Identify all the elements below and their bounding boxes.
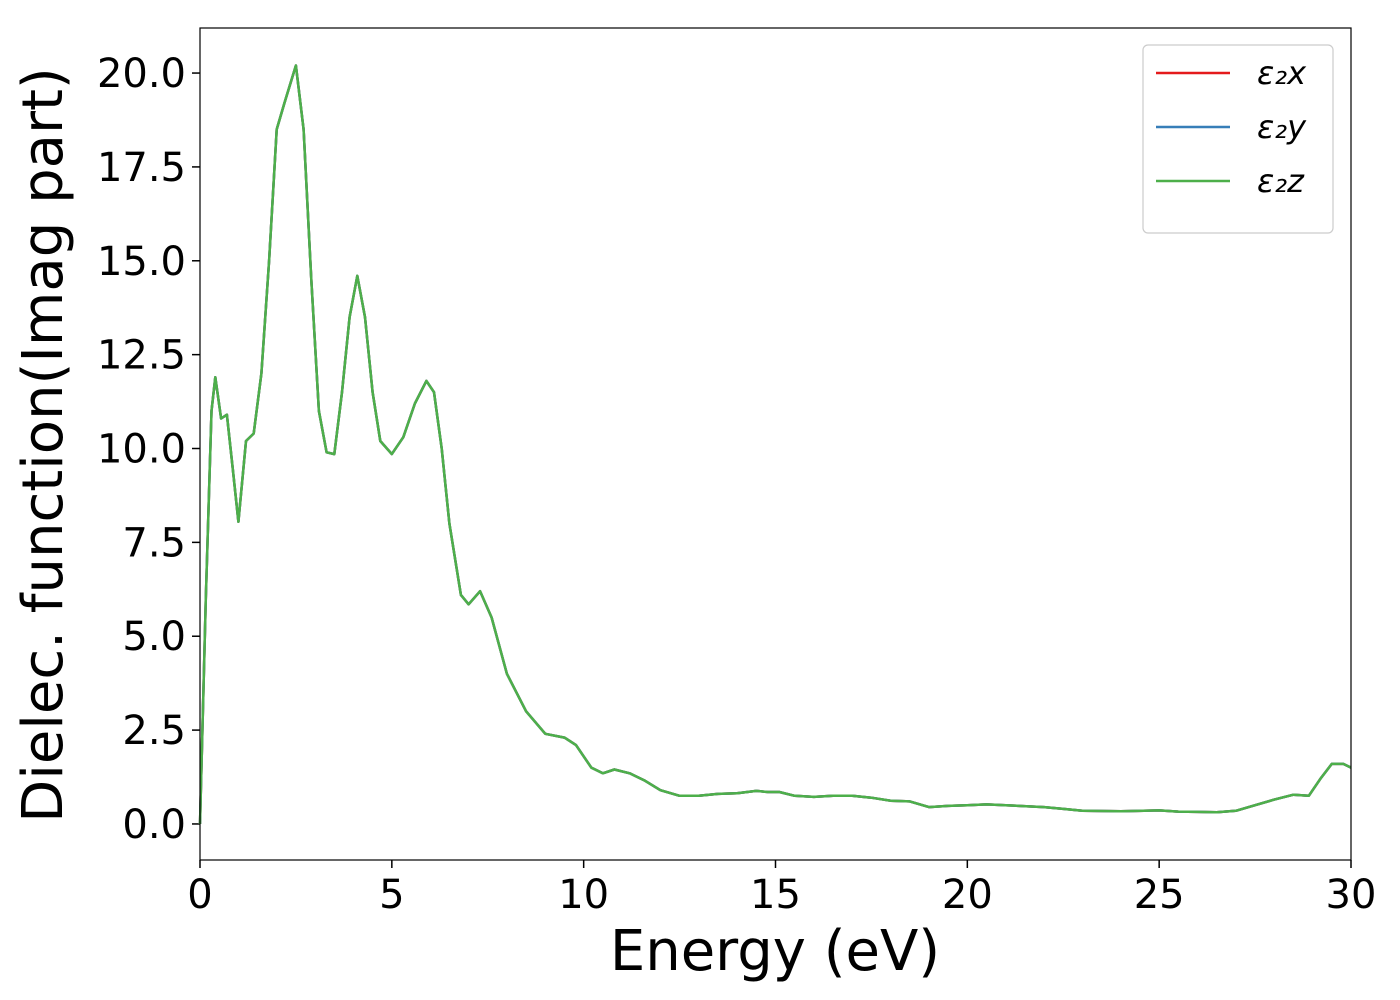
x-tick-label: 20	[942, 872, 993, 918]
y-tick-label: 2.5	[122, 708, 186, 754]
y-tick-label: 20.0	[97, 51, 186, 97]
x-axis-label: Energy (eV)	[610, 919, 940, 984]
x-tick-label: 10	[558, 872, 609, 918]
x-tick-label: 30	[1326, 872, 1377, 918]
y-axis-label: Dielec. function(Imag part)	[11, 67, 76, 823]
x-tick-label: 5	[379, 872, 404, 918]
y-tick-label: 7.5	[122, 520, 186, 566]
y-tick-label: 0.0	[122, 802, 186, 848]
legend-box	[1142, 44, 1334, 234]
legend-label: ε₂x	[1257, 54, 1307, 92]
y-tick-label: 5.0	[122, 614, 186, 660]
y-tick-label: 10.0	[97, 427, 186, 473]
legend-label: ε₂y	[1257, 108, 1307, 146]
legend-label: ε₂z	[1257, 162, 1305, 200]
y-tick-label: 15.0	[97, 239, 186, 285]
x-tick-label: 0	[187, 872, 212, 918]
y-tick-label: 12.5	[97, 333, 186, 379]
y-tick-label: 17.5	[97, 145, 186, 191]
plot-frame	[199, 27, 1352, 861]
data-line	[198, 64, 1352, 825]
x-tick-label: 15	[750, 872, 801, 918]
x-tick-label: 25	[1134, 872, 1185, 918]
